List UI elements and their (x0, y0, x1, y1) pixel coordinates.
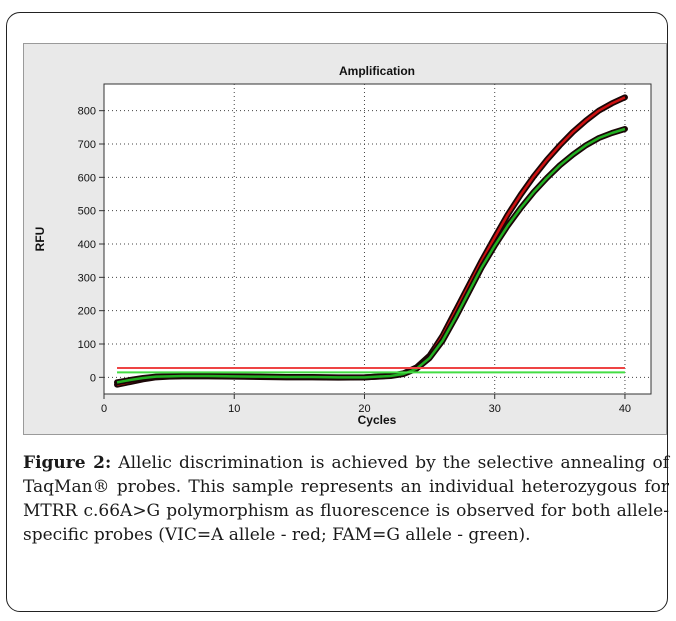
tick-layer: 0 100 200 300 400 500 600 700 800 0 10 20 30 40 (78, 106, 631, 415)
y-tick-label: 400 (78, 239, 96, 251)
y-tick-label: 800 (78, 106, 96, 118)
plot-area (103, 83, 652, 395)
chart-panel: 0 100 200 300 400 500 600 700 800 0 10 20 30 40 Ampli… (23, 43, 667, 435)
amplification-chart: 0 100 200 300 400 500 600 700 800 0 10 20 30 40 Ampli… (33, 64, 652, 427)
y-tick-label: 100 (78, 339, 96, 351)
y-tick-label: 300 (78, 272, 96, 284)
x-tick-label: 30 (489, 403, 501, 415)
x-tick-label: 0 (101, 403, 107, 415)
y-tick-label: 600 (78, 172, 96, 184)
x-axis-label: Cycles (358, 413, 397, 427)
x-tick-label: 20 (358, 403, 370, 415)
figure-frame: 0 100 200 300 400 500 600 700 800 0 10 20 30 40 Ampli… (6, 12, 669, 612)
caption-text: Allelic discrimination is achieved by th… (23, 453, 669, 545)
x-tick-label: 40 (619, 403, 631, 415)
series-layer (114, 94, 628, 388)
y-tick-label: 500 (78, 206, 96, 218)
y-tick-label: 0 (90, 372, 96, 384)
caption-label: Figure 2: (23, 453, 112, 473)
figure-caption: Figure 2: Allelic discrimination is achi… (23, 451, 669, 547)
y-axis-label: RFU (33, 227, 47, 252)
y-tick-label: 700 (78, 139, 96, 151)
chart-title: Amplification (339, 64, 415, 78)
y-tick-label: 200 (78, 306, 96, 318)
x-tick-label: 10 (228, 403, 240, 415)
